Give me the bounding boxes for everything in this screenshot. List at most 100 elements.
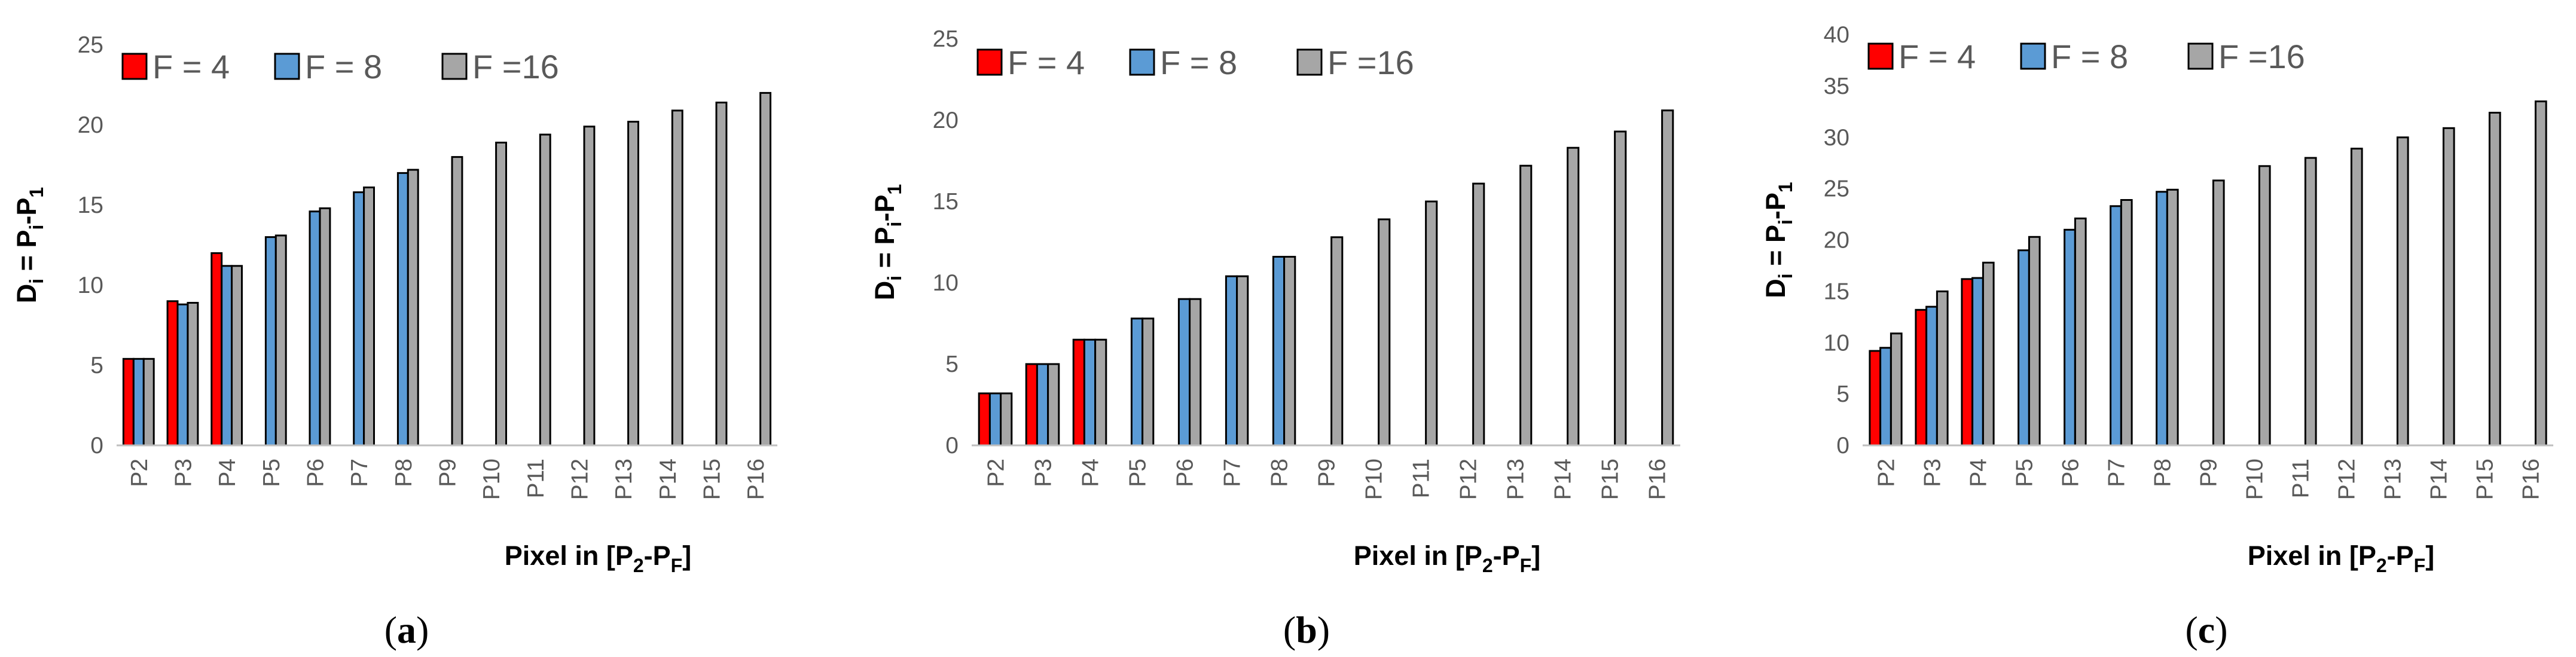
bar <box>2028 236 2041 447</box>
bar <box>2442 127 2455 447</box>
legend-label: F = 4 <box>152 48 230 85</box>
x-tick-label: P8 <box>2150 459 2176 487</box>
bar <box>978 392 991 447</box>
x-tick-label: P10 <box>479 459 505 500</box>
bar <box>1425 200 1438 447</box>
bar <box>2074 217 2087 447</box>
x-tick-label: P13 <box>611 459 637 500</box>
bar <box>166 300 179 447</box>
y-tick-label: 40 <box>1824 22 1849 48</box>
bar <box>1036 363 1049 447</box>
bar <box>1072 338 1085 447</box>
y-tick-label: 20 <box>78 112 103 138</box>
bar <box>132 357 145 447</box>
bar <box>2110 205 2122 447</box>
legend-swatch <box>976 48 1003 76</box>
bar <box>495 142 507 447</box>
legend-swatch <box>2187 42 2214 70</box>
bar <box>1225 275 1238 447</box>
bar <box>176 303 189 447</box>
bar <box>539 133 551 447</box>
y-tick-label: 25 <box>78 32 103 58</box>
legend-label: F = 4 <box>1899 38 1976 75</box>
x-tick-label: P12 <box>1456 459 1482 500</box>
bar <box>231 265 243 447</box>
bar <box>2064 228 2076 447</box>
x-tick-label: P9 <box>1314 459 1340 487</box>
x-tick-label: P11 <box>2288 459 2314 499</box>
x-axis-label: Pixel in [P2-PF] <box>2248 540 2434 576</box>
x-axis-label: Pixel in [P2-PF] <box>505 540 691 576</box>
bar <box>187 302 199 447</box>
x-tick-label: P15 <box>2473 459 2498 500</box>
x-tick-label: P9 <box>2196 459 2222 487</box>
bar <box>1025 363 1038 447</box>
bar <box>407 169 419 447</box>
legend-swatch <box>1867 42 1894 70</box>
x-tick-label: P3 <box>1031 459 1057 487</box>
y-tick-label: 10 <box>78 273 103 298</box>
x-tick-label: P4 <box>215 459 240 487</box>
x-tick-label: P7 <box>347 459 373 487</box>
bar <box>1142 317 1155 447</box>
bar <box>221 265 233 447</box>
bar <box>1094 338 1107 447</box>
y-tick-label: 0 <box>90 433 103 459</box>
bar <box>2120 199 2133 447</box>
y-tick-label: 5 <box>1836 381 1849 407</box>
x-tick-label: P9 <box>435 459 461 487</box>
bar <box>1000 392 1013 447</box>
legend-swatch <box>1129 48 1155 76</box>
legend-label: F =16 <box>2218 38 2305 75</box>
x-tick-label: P3 <box>171 459 197 487</box>
chart-panel-c: 0 5 10 15 20 25 30 35 40 P2 P3 P4 P5 P6 P7 P8 P9 P10 P11 P1… <box>1760 22 2553 651</box>
legend-swatch <box>441 53 468 80</box>
x-tick-label: P6 <box>2058 459 2084 487</box>
legend-label: F = 4 <box>1008 44 1085 81</box>
bar <box>1971 277 1984 447</box>
bar <box>2304 157 2317 447</box>
y-tick-label: 30 <box>1824 125 1849 151</box>
legend-swatch <box>2020 42 2046 70</box>
y-tick-label: 5 <box>90 353 103 378</box>
bar <box>1915 308 1928 447</box>
bar <box>2350 148 2363 447</box>
bar <box>2534 100 2547 447</box>
x-tick-label: P13 <box>1503 459 1529 500</box>
bar <box>1236 275 1249 447</box>
bar <box>274 234 287 447</box>
x-tick-label: P14 <box>655 459 681 500</box>
x-tick-label: P6 <box>1173 459 1198 487</box>
x-tick-label: P15 <box>700 459 725 500</box>
x-tick-label: P11 <box>523 459 549 499</box>
legend-label: F =16 <box>472 48 559 85</box>
bar <box>988 392 1002 447</box>
legend-swatch <box>121 53 148 80</box>
bar <box>1661 109 1674 447</box>
x-tick-label: P2 <box>127 459 152 487</box>
bar <box>396 172 409 447</box>
legend-swatch <box>1296 48 1323 76</box>
y-axis-label: Di = Pi-P1 <box>1760 182 1796 298</box>
bar <box>210 252 223 447</box>
bar <box>363 187 375 447</box>
bar <box>2488 112 2501 447</box>
x-tick-label: P15 <box>1598 459 1623 500</box>
y-tick-label: 25 <box>1824 176 1849 202</box>
x-tick-label: P10 <box>2242 459 2268 500</box>
panel-caption: (b) <box>1283 609 1330 651</box>
bar <box>1879 347 1892 447</box>
bar <box>1272 256 1286 447</box>
bar <box>1083 338 1097 447</box>
bar <box>1890 332 1903 447</box>
x-tick-label: P4 <box>1078 459 1104 487</box>
x-tick-label: P11 <box>1409 459 1434 499</box>
x-tick-label: P5 <box>1125 459 1151 487</box>
bar <box>1047 363 1060 447</box>
bar <box>1982 261 1995 447</box>
bar <box>1936 290 1949 447</box>
chart-panel-a: 0 5 10 15 20 25 P2 P3 P4 P5 P6 P7 P8 P9 P10 P11 P12 P13 P1… <box>11 32 777 651</box>
bar <box>1961 278 1974 447</box>
x-tick-label: P7 <box>2104 459 2130 487</box>
